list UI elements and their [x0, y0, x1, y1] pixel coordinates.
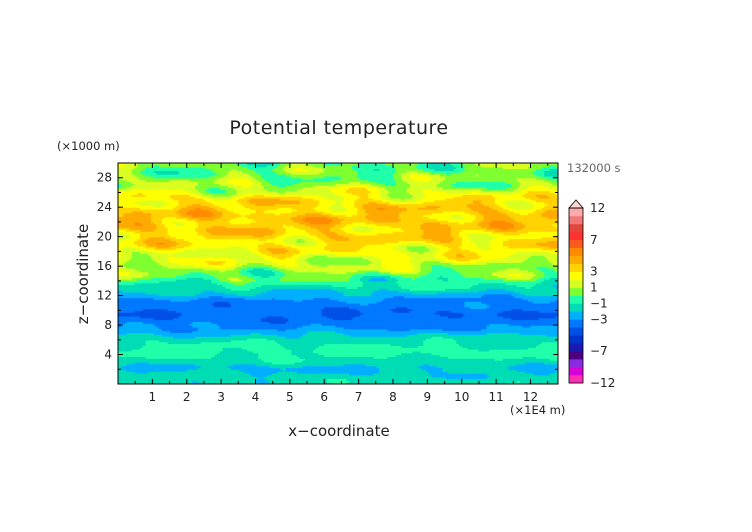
time-label: 132000 s — [567, 161, 621, 175]
chart-title: Potential temperature — [229, 117, 448, 139]
y-unit-label: (×1000 m) — [57, 139, 120, 153]
heatmap-field — [118, 163, 559, 385]
